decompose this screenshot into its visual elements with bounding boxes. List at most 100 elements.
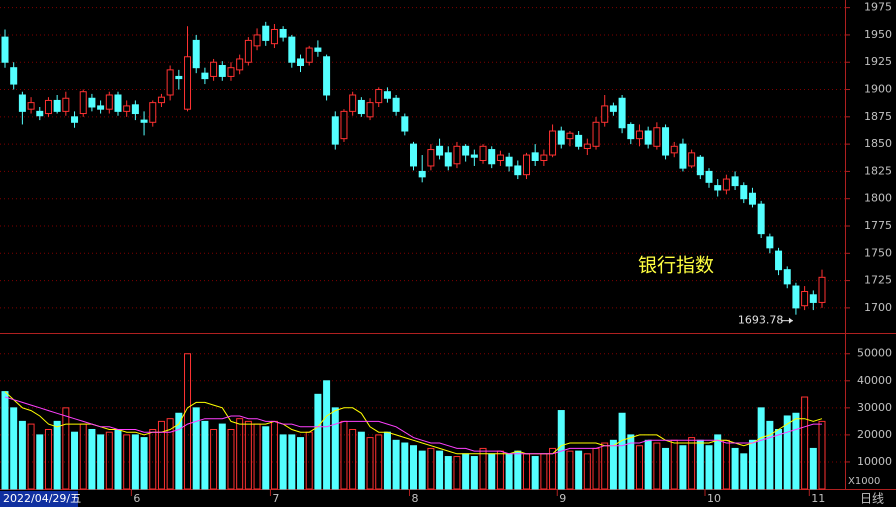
low-price-label: 1693.78 — [738, 314, 784, 327]
candle-body — [505, 156, 513, 167]
candle-body — [192, 39, 200, 69]
volume-bar — [1, 391, 9, 490]
y-tick-label: 1700 — [864, 301, 892, 314]
y-tick-label: 1725 — [864, 274, 892, 287]
candle-body — [801, 291, 809, 307]
candle-body — [479, 145, 487, 161]
volume-bar — [297, 437, 305, 490]
y-tick-label: 1925 — [864, 55, 892, 68]
volume-bar — [809, 447, 817, 490]
volume-bar — [210, 428, 218, 490]
candle-body — [662, 127, 670, 156]
candle-body — [157, 96, 165, 104]
y-tick-label: 20000 — [857, 428, 892, 441]
volume-bar — [383, 431, 391, 490]
volume-unit: X1000 — [848, 476, 880, 487]
volume-bar — [36, 434, 44, 490]
volume-bar — [557, 410, 565, 490]
volume-bar — [157, 420, 165, 490]
candle-body — [236, 58, 244, 71]
candle-body — [609, 105, 617, 112]
y-tick-label: 10000 — [857, 455, 892, 468]
candle-body — [809, 294, 817, 303]
volume-bar — [88, 428, 96, 490]
candle-body — [644, 130, 652, 145]
x-tick-label: 10 — [707, 492, 721, 505]
candle-body — [210, 61, 218, 77]
volume-bar — [653, 442, 661, 490]
volume-bar — [175, 412, 183, 490]
candle-body — [366, 102, 374, 118]
candle-body — [175, 75, 183, 80]
y-tick-label: 1950 — [864, 28, 892, 41]
candle-body — [253, 34, 261, 47]
candle-body — [392, 97, 400, 112]
volume-bar — [123, 434, 131, 490]
candle-body — [818, 276, 826, 303]
volume-bar — [410, 445, 417, 490]
candle-body — [592, 121, 600, 147]
candle-body — [601, 105, 609, 123]
volume-bar — [740, 453, 748, 490]
candle-body — [131, 104, 139, 115]
x-tick-label: 8 — [412, 492, 419, 505]
volume-bar — [575, 450, 583, 490]
volume-bar — [696, 439, 704, 490]
candle-body — [288, 36, 296, 63]
candle-body — [679, 143, 687, 169]
volume-ma-line — [4, 391, 823, 455]
candle-body — [323, 56, 331, 96]
candle-body — [757, 203, 765, 235]
candle-body — [444, 152, 452, 167]
candle-body — [696, 156, 704, 176]
candle-body — [375, 89, 383, 104]
volume-bar — [583, 453, 591, 490]
volume-bar — [71, 431, 79, 490]
volume-bar — [479, 447, 487, 490]
candle-body — [53, 99, 61, 112]
candle-body — [227, 67, 235, 77]
period-label: 日线 — [860, 492, 884, 506]
candle-body — [653, 127, 661, 147]
y-tick-label: 1900 — [864, 83, 892, 96]
x-tick-label: 11 — [811, 492, 825, 505]
volume-bar — [105, 431, 113, 490]
candle-body — [488, 149, 496, 165]
candle-body — [44, 99, 52, 115]
volume-bar — [401, 442, 409, 490]
volume-bar — [462, 453, 470, 490]
volume-bar — [184, 353, 192, 490]
candle-body — [401, 116, 409, 132]
y-tick-label: 1875 — [864, 110, 892, 123]
candle-body — [383, 91, 391, 99]
volume-bar — [131, 434, 139, 490]
candle-body — [140, 119, 148, 123]
volume-bar — [453, 456, 461, 490]
volume-bar — [331, 407, 339, 490]
candle-body — [331, 116, 339, 145]
volume-bar — [192, 407, 200, 490]
volume-bar — [748, 439, 756, 490]
candle-body — [688, 152, 696, 167]
candle-body — [496, 154, 504, 161]
x-tick-label: 6 — [133, 492, 140, 505]
candle-body — [531, 152, 539, 161]
y-tick-label: 1825 — [864, 164, 892, 177]
volume-bar — [375, 434, 383, 490]
candle-body — [314, 47, 322, 52]
volume-bar — [792, 412, 800, 490]
candle-body — [36, 110, 44, 117]
candle-body — [575, 134, 583, 147]
candle-body — [270, 28, 278, 45]
volume-bar — [288, 434, 296, 490]
volume-bar — [601, 442, 609, 490]
candle-body — [62, 97, 70, 112]
candle-body — [18, 94, 26, 112]
y-tick-label: 1850 — [864, 137, 892, 150]
volume-bar — [427, 447, 435, 490]
volume-bar — [97, 434, 105, 490]
candle-body — [262, 25, 270, 41]
volume-bar — [53, 420, 61, 490]
volume-bar — [444, 456, 452, 490]
volume-bar — [470, 456, 478, 490]
